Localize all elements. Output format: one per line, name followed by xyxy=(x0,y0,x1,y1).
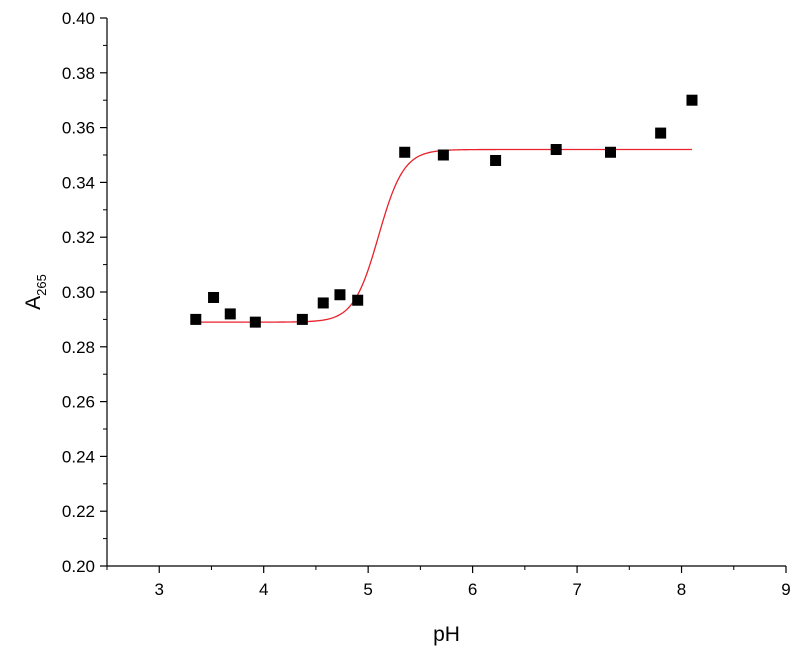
y-axis-label-sub: 265 xyxy=(34,274,49,296)
data-point xyxy=(437,149,449,161)
x-axis-label: pH xyxy=(433,623,460,646)
x-tick-label: 5 xyxy=(363,580,372,599)
y-tick-label: 0.40 xyxy=(62,9,95,28)
data-point xyxy=(352,294,364,306)
data-point xyxy=(334,289,346,301)
data-point xyxy=(190,313,202,325)
data-point xyxy=(296,313,308,325)
data-point xyxy=(224,308,236,320)
data-point xyxy=(208,291,220,303)
y-axis-label: A265 xyxy=(22,274,49,310)
axes xyxy=(100,17,787,573)
x-tick-label: 6 xyxy=(468,580,477,599)
y-tick-label: 0.36 xyxy=(62,119,95,138)
data-point xyxy=(490,154,502,166)
tick-labels: 0.20 0.22 0.24 0.26 0.28 0.30 0.32 0.34 0.36 0.38… xyxy=(62,9,791,599)
x-tick-label: 8 xyxy=(677,580,686,599)
y-tick-label: 0.22 xyxy=(62,502,95,521)
y-tick-label: 0.34 xyxy=(62,173,95,192)
data-point xyxy=(249,316,261,328)
data-point xyxy=(399,146,411,158)
data-point xyxy=(655,127,667,139)
y-tick-label: 0.38 xyxy=(62,64,95,83)
x-tick-label: 3 xyxy=(154,580,163,599)
x-tick-label: 4 xyxy=(259,580,268,599)
y-tick-label: 0.24 xyxy=(62,447,95,466)
fit-curve xyxy=(195,148,692,323)
data-points xyxy=(190,94,698,328)
data-point xyxy=(686,94,698,106)
data-point xyxy=(550,144,562,156)
y-tick-label: 0.26 xyxy=(62,393,95,412)
data-point xyxy=(317,297,329,309)
y-axis-label-main: A xyxy=(22,296,45,310)
y-tick-label: 0.28 xyxy=(62,338,95,357)
y-tick-label: 0.20 xyxy=(62,557,95,576)
fit-curve-group xyxy=(195,148,692,323)
y-tick-label: 0.32 xyxy=(62,228,95,247)
y-tick-label: 0.30 xyxy=(62,283,95,302)
data-point xyxy=(605,146,617,158)
x-tick-label: 7 xyxy=(572,580,581,599)
x-tick-label: 9 xyxy=(781,580,790,599)
